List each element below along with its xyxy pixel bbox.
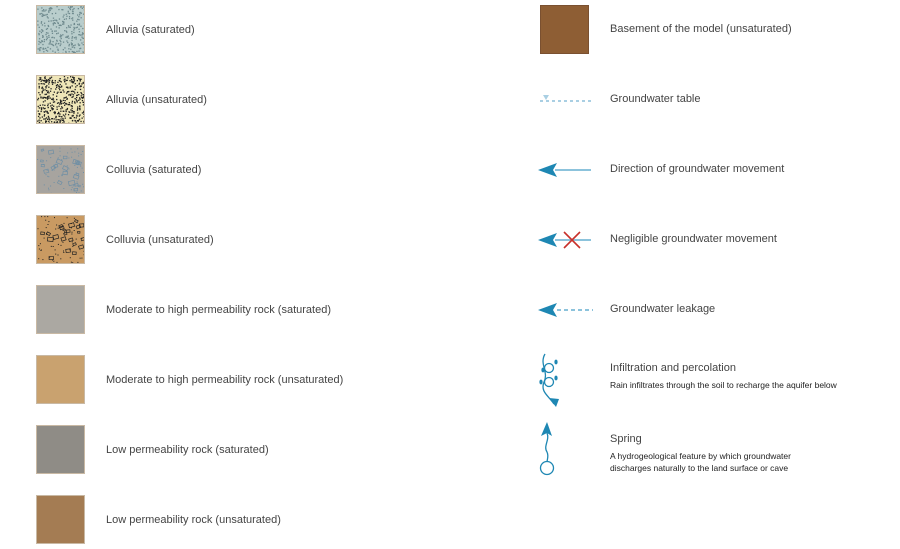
- legend-label: Colluvia (saturated): [106, 164, 202, 176]
- legend-label-direction: Direction of groundwater movement: [610, 163, 785, 175]
- legend-label-basement: Basement of the model (unsaturated): [610, 23, 792, 35]
- legend-label: Low permeability rock (unsaturated): [106, 514, 281, 526]
- swatch-dots-black-dense: [36, 75, 86, 125]
- swatch-none: [36, 285, 85, 334]
- infiltration-icon: [539, 353, 559, 407]
- legend-label-negligible: Negligible groundwater movement: [610, 233, 777, 245]
- legend-label-spring: Spring: [610, 433, 642, 445]
- swatch-clasts-blue: [36, 145, 85, 194]
- arrow-left-dashed-icon: [538, 303, 593, 317]
- legend-label-groundwater-table: Groundwater table: [610, 93, 701, 105]
- legend-description-infiltration: Rain infiltrates through the soil to rec…: [610, 380, 837, 390]
- legend-label: Colluvia (unsaturated): [106, 234, 214, 246]
- legend-item-spring: Spring A hydrogeological feature by whic…: [610, 433, 830, 474]
- arrow-left-crossed-icon: [538, 231, 591, 249]
- swatch-none: [36, 355, 85, 404]
- legend-item-infiltration: Infiltration and percolation Rain infilt…: [610, 362, 837, 391]
- swatch-none: [36, 495, 85, 544]
- legend-label: Alluvia (unsaturated): [106, 94, 207, 106]
- swatch-dots-dark-fine: [36, 5, 86, 54]
- swatch-none: [36, 425, 85, 474]
- legend-label-leakage: Groundwater leakage: [610, 303, 716, 315]
- arrow-left-solid-icon: [538, 163, 591, 177]
- spring-icon: [539, 422, 555, 476]
- groundwater-table-icon: [540, 95, 593, 102]
- legend-label: Alluvia (saturated): [106, 24, 195, 36]
- legend-label: Low permeability rock (saturated): [106, 444, 269, 456]
- legend-description-spring: A hydrogeological feature by which groun…: [610, 451, 791, 473]
- basement-swatch: [540, 5, 589, 54]
- legend-label: Moderate to high permeability rock (unsa…: [106, 374, 344, 386]
- swatch-clasts-black: [36, 215, 86, 264]
- legend-label: Moderate to high permeability rock (satu…: [106, 304, 331, 316]
- legend-label-infiltration: Infiltration and percolation: [610, 362, 736, 374]
